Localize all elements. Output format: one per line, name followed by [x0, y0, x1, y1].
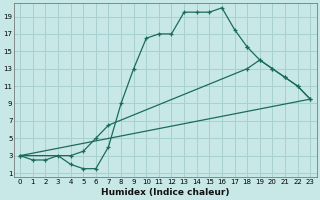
- X-axis label: Humidex (Indice chaleur): Humidex (Indice chaleur): [101, 188, 229, 197]
